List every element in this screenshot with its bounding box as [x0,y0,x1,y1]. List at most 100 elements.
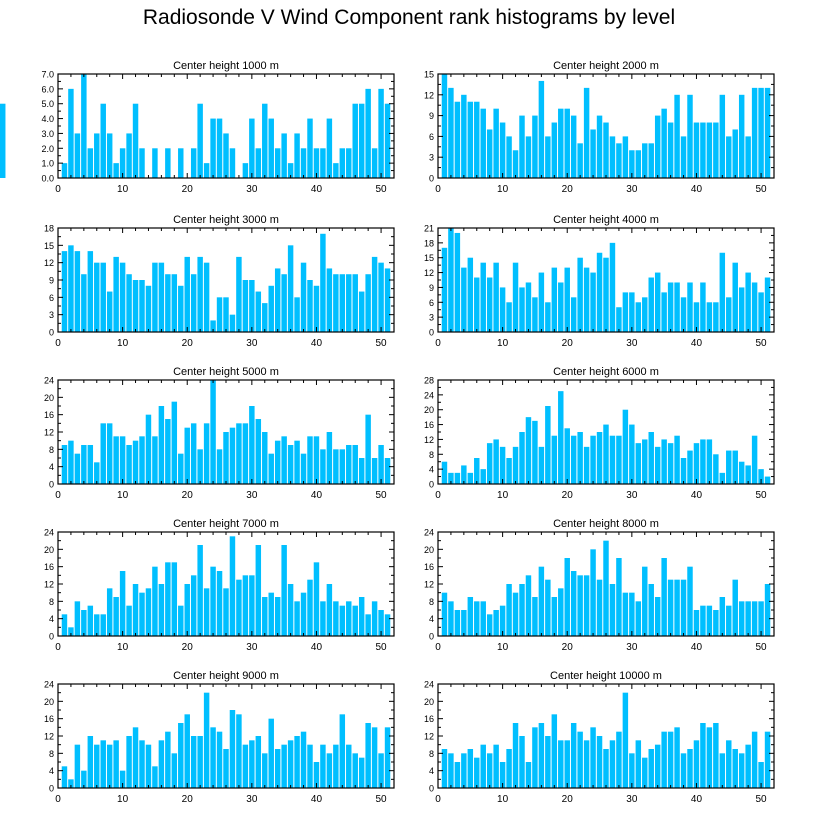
panel-title: Center height 9000 m [173,670,279,682]
histogram-bar [229,314,236,332]
y-tick-label: 16 [424,714,434,724]
histogram-bar [184,256,190,332]
histogram-bar [622,592,629,636]
histogram-bar [300,148,307,178]
panel-title: Center height 3000 m [173,214,279,226]
x-tick-label: 20 [562,490,574,501]
histogram-bar [242,575,249,636]
histogram-bar [687,566,693,636]
histogram-bar [281,545,287,636]
histogram-bar [184,427,190,484]
histogram-bar [499,287,506,332]
histogram-bar [61,614,68,636]
histogram-bar [545,302,551,332]
x-tick-label: 0 [55,338,61,349]
y-tick-label: 4 [429,465,434,475]
histogram-bar [558,108,564,178]
histogram-bar [642,143,648,178]
histogram-bar [229,427,236,484]
histogram-bar [680,458,687,484]
y-tick-label: 8 [429,749,434,759]
histogram-bar [758,292,764,332]
histogram-bar [616,435,622,484]
x-tick-label: 0 [55,794,61,805]
histogram-bar [178,605,184,636]
histogram-bar [758,469,764,484]
histogram-panel-7: Center height 7000 m 0 10 20 30 40 50 0 4 8 12 16 20… [44,518,395,653]
y-tick-label: 8 [429,450,434,460]
x-tick-label: 10 [497,338,509,349]
x-tick-label: 10 [497,184,509,195]
histogram-bar [346,601,352,636]
histogram-bar [119,436,126,484]
histogram-bar [178,453,184,484]
histogram-bar [629,150,635,178]
histogram-bar [706,302,713,332]
histogram-bar [262,432,268,484]
histogram-bar [255,291,262,332]
histogram-bar [635,443,642,484]
histogram-bar [441,592,448,636]
y-tick-label: 0 [49,632,54,642]
histogram-bar [751,601,758,636]
histogram-bar [384,727,391,788]
histogram-bar [622,136,629,178]
histogram-bar [745,744,751,788]
histogram-bar [519,584,525,636]
histogram-bar [61,445,68,484]
histogram-bar [493,610,499,636]
histogram-bar [184,714,190,788]
histogram-bar [583,575,590,636]
histogram-bar [326,584,333,636]
y-tick-label: 28 [424,376,434,386]
histogram-bar [74,453,81,484]
histogram-bar [268,118,274,178]
y-tick-label: 20 [44,545,54,555]
x-tick-label: 30 [246,794,258,805]
y-tick-label: 20 [44,697,54,707]
histogram-bar [564,558,570,636]
histogram-bar [300,592,307,636]
histogram-bar [474,101,480,178]
histogram-bar [525,575,532,636]
y-tick-label: 4 [49,462,54,472]
histogram-bar [674,727,680,788]
histogram-bar [558,282,564,332]
histogram-bar [203,423,210,484]
histogram-bar [210,566,216,636]
histogram-bar [171,562,178,636]
histogram-bar [333,274,339,332]
histogram-bar [693,302,700,332]
histogram-bar [461,465,467,484]
histogram-panel-10: Center height 10000 m 0 10 20 30 40 50 0 4 8 12 16 2… [424,670,775,805]
histogram-bar [693,122,700,178]
y-tick-label: 9 [429,111,434,121]
histogram-bar [197,545,203,636]
histogram-bar [333,744,339,788]
histogram-panel-6: Center height 6000 m 0 10 20 30 40 50 0 4 8 12 16 20… [424,366,775,501]
y-tick-label: 5.0 [41,99,54,109]
histogram-bar [74,744,81,788]
histogram-bar [486,129,493,178]
y-tick-label: 24 [44,528,54,538]
histogram-bar [590,272,596,332]
histogram-bar [139,592,145,636]
histogram-bar [126,274,132,332]
histogram-bar [506,302,512,332]
histogram-bar [132,584,139,636]
histogram-bar [700,723,706,788]
histogram-bar [346,445,352,484]
histogram-bar [687,94,693,178]
y-tick-label: 20 [44,393,54,403]
histogram-bar [467,597,474,636]
x-tick-label: 20 [562,794,574,805]
histogram-bar [152,766,158,788]
y-tick-label: 4 [429,766,434,776]
histogram-bar [307,579,313,636]
x-tick-label: 30 [246,338,258,349]
histogram-bar [371,256,378,332]
histogram-bar [281,274,287,332]
x-tick-label: 30 [626,184,638,195]
histogram-bar [493,744,499,788]
histogram-bar [106,744,113,788]
